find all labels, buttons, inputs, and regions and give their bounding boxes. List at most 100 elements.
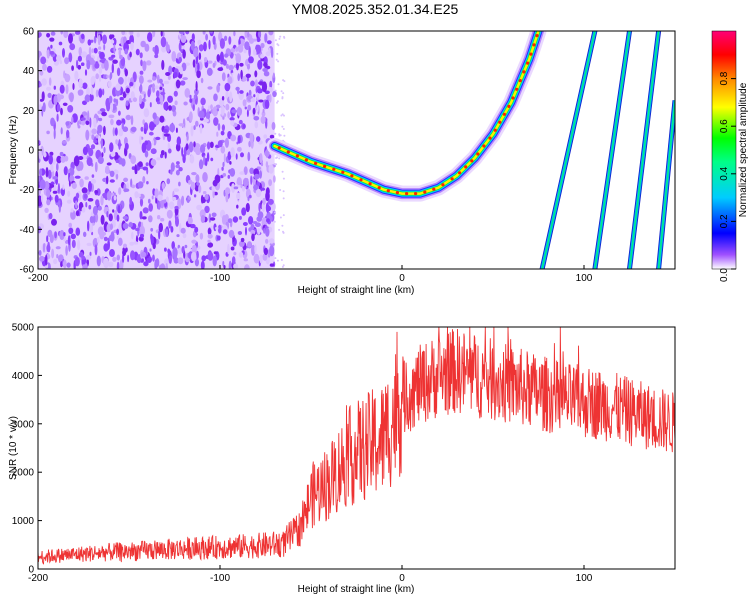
noise-blob <box>148 215 153 223</box>
noise-blob <box>189 98 193 103</box>
noise-blob <box>264 33 268 43</box>
noise-blob <box>124 68 128 77</box>
noise-blob <box>39 255 45 262</box>
noise-blob <box>109 249 115 257</box>
noise-blob <box>177 257 184 265</box>
noise-blob <box>263 134 268 139</box>
noise-blob <box>97 34 101 46</box>
noise-blob <box>87 39 92 46</box>
noise-blob <box>259 170 262 179</box>
curve-peak-mark <box>432 187 436 191</box>
noise-blob <box>49 234 54 244</box>
noise-blob <box>235 46 239 52</box>
noise-speck <box>282 197 285 200</box>
noise-blob <box>224 137 229 148</box>
noise-blob <box>198 110 205 119</box>
noise-blob <box>194 258 199 267</box>
noise-blob <box>227 111 230 119</box>
noise-blob <box>84 94 91 103</box>
noise-blob <box>268 179 272 187</box>
noise-blob <box>161 46 167 53</box>
noise-blob <box>113 195 117 201</box>
noise-blob <box>165 41 169 52</box>
colorbar-tick-label: 0.6 <box>719 119 730 133</box>
noise-blob <box>38 151 43 160</box>
noise-blob <box>116 214 120 222</box>
main-curve-layer-0 <box>266 31 547 202</box>
noise-blob <box>106 191 112 201</box>
noise-blob <box>189 223 196 229</box>
noise-blob <box>240 69 243 80</box>
colorbar-tick-label: 0.2 <box>719 214 730 228</box>
noise-blob <box>208 39 211 50</box>
noise-blob <box>80 117 86 121</box>
noise-blob <box>116 261 120 269</box>
noise-blob <box>124 75 127 86</box>
noise-blob <box>195 120 199 127</box>
noise-blob <box>68 227 74 234</box>
noise-blob <box>110 151 116 157</box>
noise-blob <box>90 144 96 150</box>
noise-blob <box>98 73 102 82</box>
noise-blob <box>38 32 42 38</box>
noise-blob <box>123 188 130 192</box>
noise-blob <box>54 231 57 239</box>
noise-blob <box>154 259 158 269</box>
noise-blob <box>207 227 212 235</box>
noise-blob <box>45 167 49 178</box>
noise-blob <box>62 102 68 107</box>
noise-blob <box>265 227 270 237</box>
noise-blob <box>117 237 123 246</box>
noise-blob <box>130 41 134 51</box>
noise-blob <box>242 124 246 129</box>
noise-blob <box>89 130 93 137</box>
noise-blob <box>248 89 252 97</box>
noise-blob <box>46 86 51 91</box>
noise-blob <box>154 54 159 59</box>
noise-blob <box>225 63 229 69</box>
noise-blob <box>49 51 55 55</box>
noise-speck <box>283 36 286 39</box>
noise-blob <box>198 185 202 193</box>
noise-blob <box>200 144 206 154</box>
main-resonance-curve <box>266 31 547 202</box>
spectrogram-panel: -200 -100 0 100 60 40 20 0 -20 -40 -60 Height of … <box>8 27 676 296</box>
noise-blob <box>162 128 169 133</box>
noise-blob <box>39 98 44 102</box>
noise-blob <box>272 90 277 98</box>
noise-blob <box>139 197 144 207</box>
noise-blob <box>263 71 270 77</box>
noise-blob <box>228 229 235 239</box>
noise-blob <box>240 237 245 243</box>
noise-blob <box>233 263 239 269</box>
noise-blob <box>89 93 94 102</box>
noise-blob <box>140 221 144 229</box>
noise-speck <box>282 128 285 130</box>
noise-blob <box>101 111 107 117</box>
noise-blob <box>118 128 124 137</box>
noise-blob <box>87 220 90 232</box>
noise-blob <box>94 161 98 173</box>
noise-blob <box>159 86 163 91</box>
noise-blob <box>89 216 94 224</box>
noise-blob <box>95 73 99 80</box>
noise-blob <box>168 201 175 210</box>
noise-blob <box>123 177 129 182</box>
noise-blob <box>230 134 237 142</box>
noise-blob <box>68 180 71 187</box>
snr-y-axis-label: SNR (10 * v/v) <box>8 416 19 480</box>
noise-blob <box>88 181 92 192</box>
noise-blob <box>179 66 183 75</box>
noise-blob <box>214 174 220 184</box>
noise-blob <box>246 109 249 117</box>
noise-blob <box>82 100 87 106</box>
noise-blob <box>189 154 195 164</box>
noise-blob <box>249 167 255 174</box>
noise-blob <box>254 79 258 89</box>
noise-blob <box>250 98 256 102</box>
noise-blob <box>216 131 219 137</box>
noise-blob <box>91 134 95 140</box>
noise-speck <box>277 60 280 63</box>
noise-blob <box>160 217 165 222</box>
curve-peak-mark <box>522 70 526 74</box>
